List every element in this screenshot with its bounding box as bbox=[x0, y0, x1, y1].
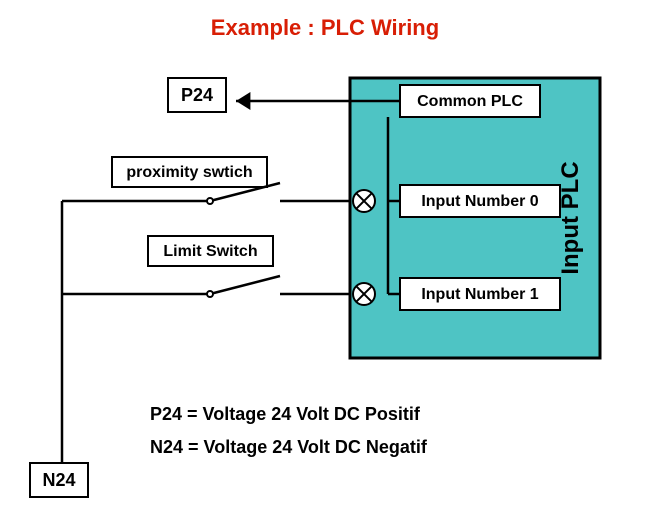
common-plc-label: Common PLC bbox=[417, 93, 523, 110]
limit-switch-contact bbox=[210, 276, 280, 294]
legend-line-2: N24 = Voltage 24 Volt DC Negatif bbox=[150, 437, 428, 457]
limit-switch-label: Limit Switch bbox=[163, 243, 257, 260]
legend-line-1: P24 = Voltage 24 Volt DC Positif bbox=[150, 404, 421, 424]
arrowhead-icon bbox=[236, 92, 250, 110]
input-0-label: Input Number 0 bbox=[421, 193, 538, 210]
plc-block-label: Input PLC bbox=[557, 161, 584, 274]
diagram-title: Example : PLC Wiring bbox=[211, 15, 439, 40]
plc-wiring-diagram: Example : PLC Wiring Input PLC P24 Common P… bbox=[0, 0, 650, 521]
limit-switch-pivot bbox=[207, 291, 213, 297]
p24-terminal-label: P24 bbox=[181, 85, 213, 105]
n24-terminal-label: N24 bbox=[42, 470, 75, 490]
proximity-switch-pivot bbox=[207, 198, 213, 204]
input-1-label: Input Number 1 bbox=[421, 286, 538, 303]
proximity-switch-label: proximity swtich bbox=[126, 164, 252, 181]
